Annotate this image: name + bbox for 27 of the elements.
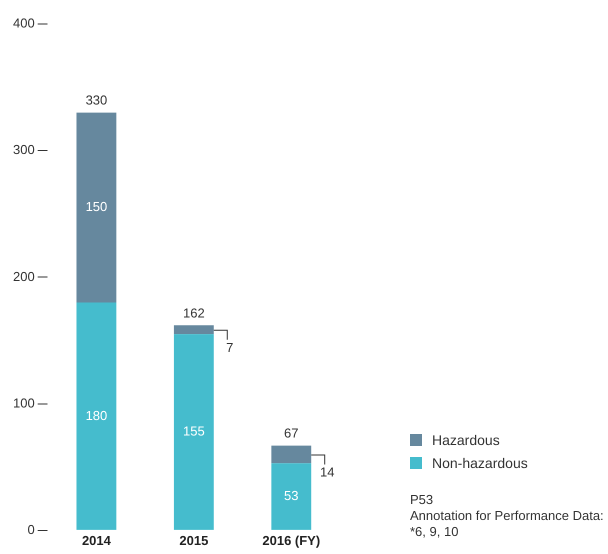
bar (174, 334, 214, 530)
x-tick-label: 2014 (82, 532, 112, 548)
bar (271, 463, 312, 530)
text: P53 (410, 492, 434, 508)
y-tick-label: 400 (12, 16, 35, 31)
y-tick-label: 100 (12, 395, 35, 410)
data-label: 150 (86, 199, 108, 214)
y-tick-label: 300 (12, 142, 35, 158)
bar (76, 302, 116, 530)
data-label: 155 (182, 424, 205, 439)
total-label: 162 (182, 305, 205, 320)
bar (174, 325, 214, 334)
data-label: 7 (226, 340, 234, 355)
x-tick-label: 2016 (FY) (262, 532, 320, 548)
x-tick-label: 2015 (179, 532, 208, 548)
y-tick-label: 0 (27, 522, 35, 537)
total-label: 330 (86, 92, 108, 108)
total-label: 67 (284, 426, 299, 441)
text: Annotation for Performance Data: *6, 9, 10 (410, 508, 605, 540)
legend-label: Hazardous (432, 432, 500, 448)
bar (271, 446, 312, 464)
legend-label: Non-hazardous (432, 455, 528, 471)
data-label: 53 (284, 488, 299, 504)
bar (76, 112, 116, 303)
data-label: 14 (320, 464, 334, 480)
data-label: 180 (86, 408, 108, 423)
y-tick-label: 200 (12, 268, 35, 284)
